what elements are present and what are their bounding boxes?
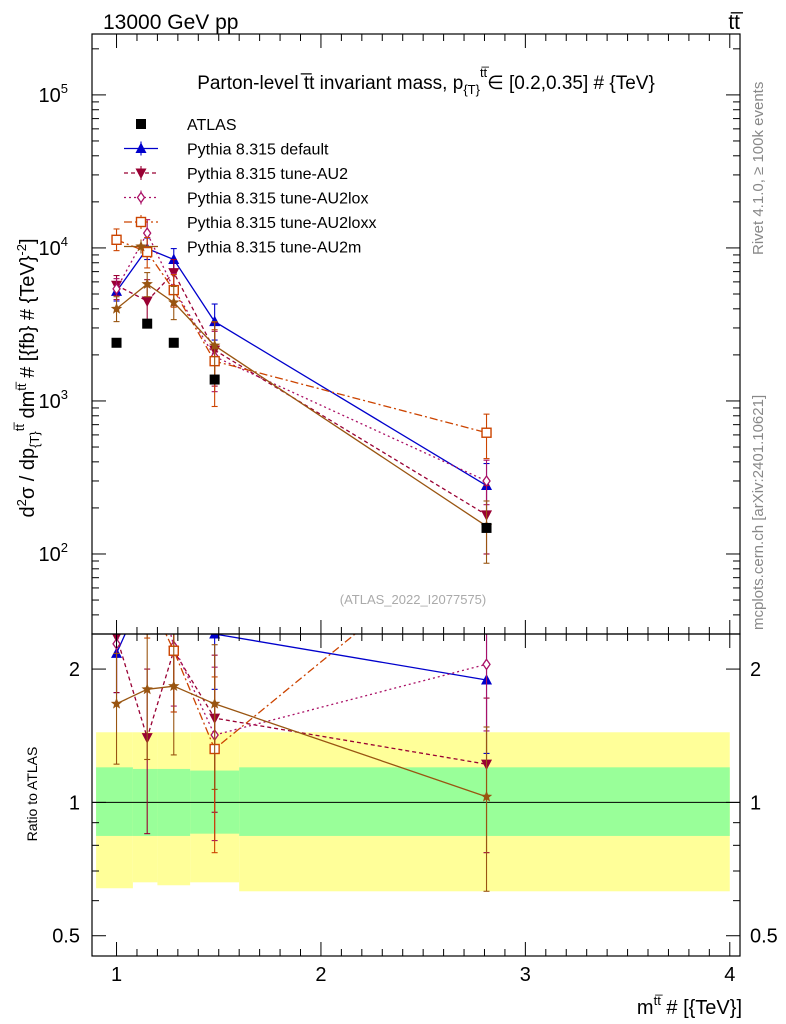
ratio-point <box>209 634 221 639</box>
ratio-point <box>110 697 123 709</box>
legend-marker <box>135 142 147 153</box>
ratio-frame <box>91 633 741 957</box>
main-point <box>141 296 153 307</box>
main-point <box>209 315 221 327</box>
main-point <box>111 337 122 348</box>
ratio-y-axis-label: Ratio to ATLAS <box>24 747 40 842</box>
main-point <box>141 278 153 289</box>
ratio-y-tick-label: 2 <box>69 659 80 681</box>
inner-uncertainty-bin-0 <box>96 767 133 836</box>
energy-label: 13000 GeV pp <box>103 11 238 34</box>
main-series-line <box>116 239 487 434</box>
main-point <box>141 246 153 258</box>
ratio-series-layer <box>110 634 493 892</box>
main-point <box>481 427 492 438</box>
legend-label: ATLAS <box>187 117 237 134</box>
x-tick-label: 2 <box>315 964 326 986</box>
x-tick-label: 4 <box>724 964 735 986</box>
ratio-point <box>168 680 180 691</box>
axes-layer: 102 103 104 105 0.5 0.5 1 1 2 2 1 2 3 4 <box>39 33 778 986</box>
main-point <box>142 318 153 329</box>
legend-marker <box>136 191 146 204</box>
source-label: mcplots.cern.ch [arXiv:2401.10621] <box>750 395 767 630</box>
ratio-y-tick-label: 1 <box>69 792 80 814</box>
main-y-axis-label: d2σ / dp{T}tt̅ dmtt̅ # [{fb} # {TeV}-2] <box>12 238 42 517</box>
main-point <box>481 522 492 533</box>
legend-marker <box>135 168 147 179</box>
legend-item: Pythia 8.315 tune-AU2loxx <box>124 215 376 232</box>
main-point <box>168 337 179 348</box>
chart-title-sub: {T} <box>463 82 480 97</box>
ratio-y-tick-label: 1 <box>750 792 761 814</box>
ratio-series-pythia-8-315-tune-au2m <box>110 634 493 892</box>
main-y-tick-label: 102 <box>39 540 68 566</box>
x-tick-label: 1 <box>111 964 122 986</box>
ratio-series-line <box>115 634 487 681</box>
legend-label: Pythia 8.315 tune-AU2lox <box>187 191 368 208</box>
main-point <box>168 296 180 308</box>
main-series-layer <box>110 219 493 564</box>
chart-title-sup: tt̅ <box>480 65 489 80</box>
legend-marker <box>135 240 147 252</box>
legend-item: Pythia 8.315 tune-AU2lox <box>124 190 368 208</box>
main-point <box>111 234 122 246</box>
legend-marker <box>136 119 146 129</box>
ratio-point <box>141 683 153 695</box>
inner-uncertainty-bin-4 <box>239 767 730 836</box>
main-point <box>482 474 491 488</box>
main-y-tick-label: 105 <box>39 81 68 107</box>
main-point <box>208 339 221 351</box>
chart-title-main: Parton-level t̅t invariant mass, p <box>197 73 463 94</box>
legend-label: Pythia 8.315 tune-AU2m <box>187 240 361 257</box>
analysis-watermark: (ATLAS_2022_I2077575) <box>340 592 486 607</box>
main-y-tick-label: 103 <box>39 387 68 413</box>
legend-item: ATLAS <box>136 117 237 134</box>
ratio-band-layer <box>92 732 740 892</box>
chart-title-tail: ∈ [0.2,0.35] # {TeV} <box>487 73 655 94</box>
main-point <box>209 374 220 385</box>
legend-label: Pythia 8.315 default <box>187 142 329 159</box>
x-tick-label: 3 <box>520 964 531 986</box>
ratio-point <box>480 790 493 802</box>
legend-item: Pythia 8.315 tune-AU2 <box>124 166 348 183</box>
legend-label: Pythia 8.315 tune-AU2loxx <box>187 215 376 232</box>
ratio-y-tick-label: 0.5 <box>52 926 80 948</box>
ratio-point <box>482 658 491 671</box>
x-axis-label: mtt̅ # [{TeV}] <box>637 993 742 1019</box>
ratio-y-tick-label: 2 <box>750 659 761 681</box>
rivet-version-label: Rivet 4.1.0, ≥ 100k events <box>750 82 767 255</box>
main-y-tick-label: 104 <box>39 234 68 260</box>
main-point <box>110 302 123 314</box>
legend-marker <box>135 216 147 228</box>
ratio-series-line <box>165 634 357 751</box>
process-label: tt̅ <box>728 11 744 34</box>
ratio-y-tick-label: 0.5 <box>750 926 778 948</box>
legend-label: Pythia 8.315 tune-AU2 <box>187 166 348 183</box>
legend: ATLAS Pythia 8.315 default Pythia 8.315 tu… <box>124 117 376 257</box>
main-point <box>112 282 121 296</box>
chart-title: Parton-level t̅t invariant mass, p{T}tt̅… <box>197 65 655 97</box>
legend-item: Pythia 8.315 tune-AU2m <box>124 239 361 257</box>
main-point <box>168 253 180 265</box>
legend-item: Pythia 8.315 default <box>124 141 329 159</box>
main-series-atlas <box>111 318 492 533</box>
ratio-point <box>208 697 221 709</box>
